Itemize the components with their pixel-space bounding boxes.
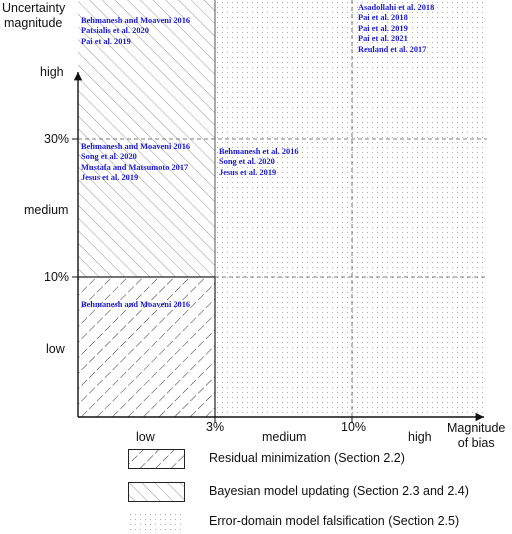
reference-item: Patsialis et al. 2020 (81, 26, 149, 36)
y-axis-title: Uncertainty magnitude (2, 1, 65, 31)
legend-label-bayesian: Bayesian model updating (Section 2.3 and… (209, 484, 469, 498)
reference-item: Song et al. 2020 (81, 152, 137, 162)
reference-item: Behmanesh and Moaveni 2016 (81, 16, 191, 25)
falsification-swatch (128, 512, 185, 532)
reference-item: Jesus et al. 2019 (81, 173, 139, 183)
reference-item: Pai et al. 2021 (358, 34, 408, 44)
y-level-high: high (40, 65, 64, 79)
reference-item: Pai et al. 2018 (358, 13, 408, 23)
y-axis-title-line2: magnitude (4, 16, 63, 30)
reference-item: Reuland et al. 2017 (358, 44, 427, 54)
refs-bayes-high: Behmanesh and Moaveni 2016 Patsialis et … (81, 16, 190, 47)
bayesian-region (78, 0, 215, 277)
y-threshold-30: 30% (44, 132, 70, 146)
reference-item: Jesus et al. 2019 (219, 167, 277, 177)
reference-item: Behmanesh and Moaveni 2016 (81, 300, 191, 309)
x-level-medium: medium (262, 430, 307, 444)
x-axis-title-line2: of bias (457, 436, 495, 450)
falsification-region (215, 0, 487, 417)
refs-falsification-medium: Behmanesh et al. 2016 Song et al. 2020 J… (219, 147, 299, 178)
reference-item: Song et al. 2020 (219, 157, 275, 167)
legend-label-falsification: Error-domain model falsification (Sectio… (209, 514, 460, 528)
legend-label-residual: Residual minimization (Section 2.2) (209, 451, 405, 465)
reference-item: Pai et al. 2019 (358, 23, 408, 33)
x-level-high: high (408, 430, 432, 444)
x-axis-title: Magnitude of bias (447, 421, 505, 451)
y-level-low: low (46, 342, 65, 356)
y-axis-title-line1: Uncertainty (2, 1, 66, 15)
y-level-medium: medium (24, 203, 69, 217)
x-axis-title-line1: Magnitude (447, 421, 506, 435)
x-threshold-10: 10% (341, 420, 367, 434)
refs-bayes-medium: Behmanesh and Moaveni 2016 Song et al. 2… (81, 142, 190, 184)
x-threshold-3: 3% (206, 420, 225, 434)
reference-item: Behmanesh and Moaveni 2016 (81, 142, 191, 151)
refs-falsification-high: Asadollahi et al. 2018 Pai et al. 2018 P… (358, 3, 434, 55)
reference-item: Behmanesh et al. 2016 (219, 147, 299, 156)
y-threshold-10: 10% (44, 270, 70, 284)
residual-region (78, 277, 215, 417)
reference-item: Pai et al. 2019 (81, 36, 131, 46)
x-level-low: low (136, 430, 155, 444)
reference-item: Asadollahi et al. 2018 (358, 3, 435, 12)
bayesian-swatch (128, 482, 185, 502)
residual-swatch (128, 449, 185, 469)
reference-item: Mustafa and Matsumoto 2017 (81, 162, 189, 172)
refs-residual-low: Behmanesh and Moaveni 2016 (81, 300, 190, 310)
